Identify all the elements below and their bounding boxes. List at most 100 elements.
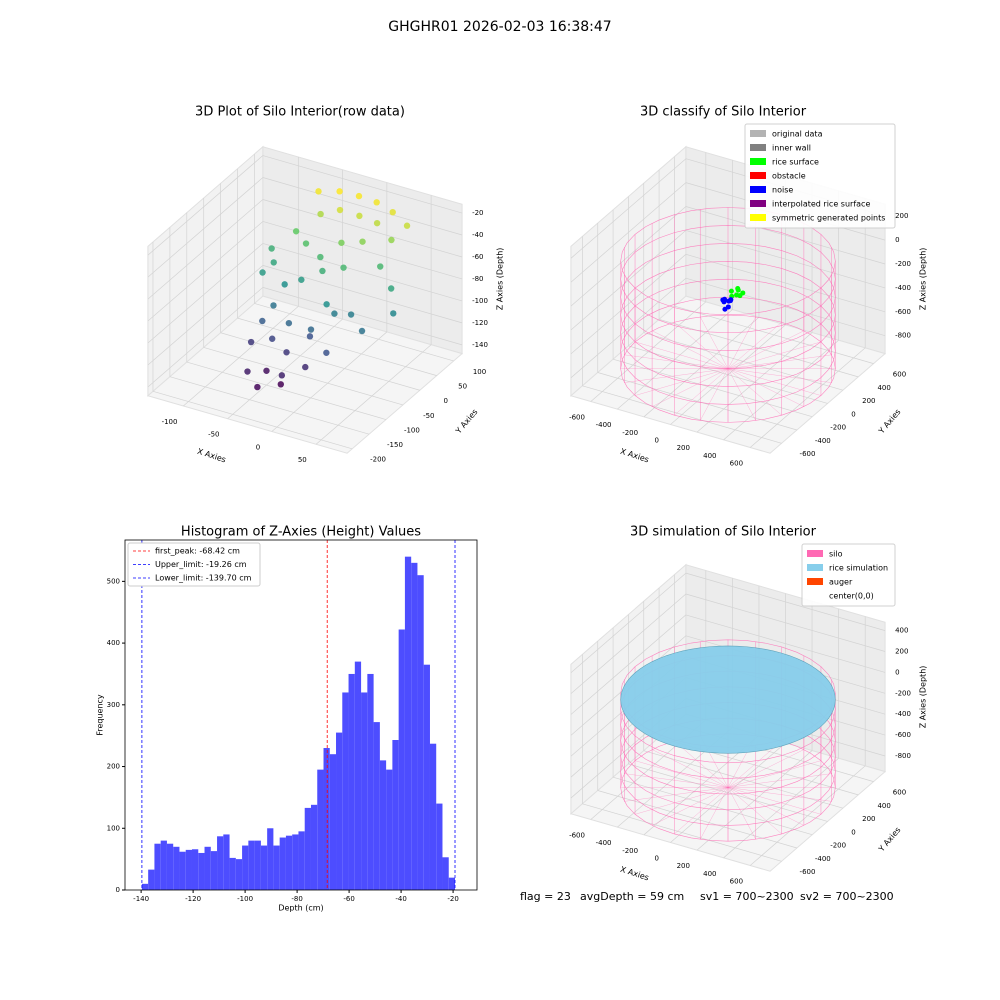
y-tick-label: 200: [862, 397, 875, 405]
point: [387, 285, 395, 292]
x-tick-label: -50: [208, 431, 219, 439]
z-tick-label: -140: [472, 341, 488, 349]
x-tick-label: 0: [654, 436, 658, 444]
silo-floor-line: [727, 322, 782, 369]
grid-line: [147, 199, 264, 300]
y-tick-label: 0: [851, 410, 855, 418]
grid-line: [570, 206, 687, 307]
grid-line: [227, 318, 343, 420]
legend-swatch: [750, 200, 766, 207]
z-tick-label: -800: [895, 332, 911, 340]
point: [302, 240, 310, 247]
bar: [235, 859, 243, 890]
z-axis-label: Z Axies (Depth): [919, 666, 928, 729]
y-tick-label: 400: [877, 802, 890, 810]
grid-line: [685, 277, 886, 337]
grid-line: [570, 182, 687, 283]
footer-text: flag = 23: [520, 890, 571, 903]
legend-label: symmetric generated points: [772, 214, 885, 223]
point: [358, 327, 366, 335]
grid-line: [582, 385, 782, 444]
point: [722, 306, 728, 312]
point: [336, 206, 344, 214]
grid-line: [262, 155, 463, 214]
bar: [204, 846, 211, 890]
grid-line: [570, 593, 687, 694]
silo-floor-line: [652, 368, 729, 407]
z-tick-label: 0: [895, 236, 899, 244]
point: [331, 310, 338, 317]
y-axis-label: Y Axies: [876, 407, 902, 436]
y-tick-label: 200: [107, 763, 120, 771]
y-axis-label: Frequency: [96, 694, 105, 736]
y-tick-label: 100: [107, 824, 120, 832]
x-axis-label: X Axies: [619, 865, 650, 883]
silo-floor-line: [674, 787, 729, 835]
silo-floor-line: [727, 368, 822, 396]
pane-floor: [146, 295, 464, 454]
point: [359, 238, 366, 245]
silo-floor-line: [624, 773, 729, 788]
bar: [436, 803, 443, 890]
y-tick-label: 50: [458, 383, 467, 391]
grid-line: [147, 265, 264, 366]
legend-label: Upper_limit: -19.26 cm: [155, 560, 247, 569]
y-tick-label: 100: [473, 368, 486, 376]
bar: [404, 556, 412, 890]
point: [268, 335, 276, 342]
y-tick-label: 0: [443, 397, 447, 405]
point: [389, 208, 396, 216]
bar: [379, 760, 387, 890]
legend-label: rice simulation: [829, 564, 888, 573]
x-tick-label: 0: [654, 854, 658, 862]
point: [390, 310, 397, 317]
bar: [411, 562, 418, 890]
bar: [248, 840, 255, 890]
point: [347, 311, 355, 318]
grid-line: [237, 317, 437, 376]
point: [317, 253, 324, 261]
grid-line: [169, 376, 370, 435]
bar: [173, 846, 180, 890]
point: [307, 326, 315, 333]
bar: [423, 664, 430, 890]
grid-line: [582, 803, 782, 862]
y-tick-label: 400: [877, 384, 890, 392]
grid-line: [262, 199, 463, 258]
bar: [185, 849, 192, 890]
point: [283, 349, 290, 356]
silo-floor-line: [634, 341, 729, 369]
plot-frame: [124, 539, 478, 891]
grid-line: [643, 332, 844, 391]
y-tick-label: -600: [800, 450, 816, 458]
point: [377, 263, 384, 270]
point: [244, 368, 251, 375]
legend-label: center(0,0): [829, 592, 874, 601]
z-tick-label: -400: [895, 710, 911, 718]
silo-floor-line: [634, 368, 729, 396]
legend-swatch: [750, 214, 766, 221]
legend-label: silo: [829, 550, 843, 559]
silo-floor-line: [634, 787, 729, 815]
bar: [317, 769, 324, 890]
silo-floor-line: [727, 316, 756, 369]
point: [298, 276, 305, 283]
bar: [361, 692, 368, 890]
bar: [304, 807, 311, 890]
bar: [373, 722, 380, 890]
legend-label: original data: [772, 130, 823, 139]
grid-line: [315, 344, 432, 445]
point: [340, 264, 347, 271]
y-tick-label: 600: [893, 371, 906, 379]
point: [259, 269, 266, 276]
grid-line: [147, 155, 264, 256]
point: [306, 333, 314, 340]
silo-floor-line: [674, 368, 729, 416]
point: [403, 222, 411, 229]
point: [740, 290, 746, 296]
x-tick-label: -60: [343, 895, 354, 903]
x-tick-label: -100: [162, 418, 178, 426]
z-tick-label: -120: [472, 319, 488, 327]
grid-line: [262, 265, 463, 324]
legend-swatch: [750, 130, 766, 137]
